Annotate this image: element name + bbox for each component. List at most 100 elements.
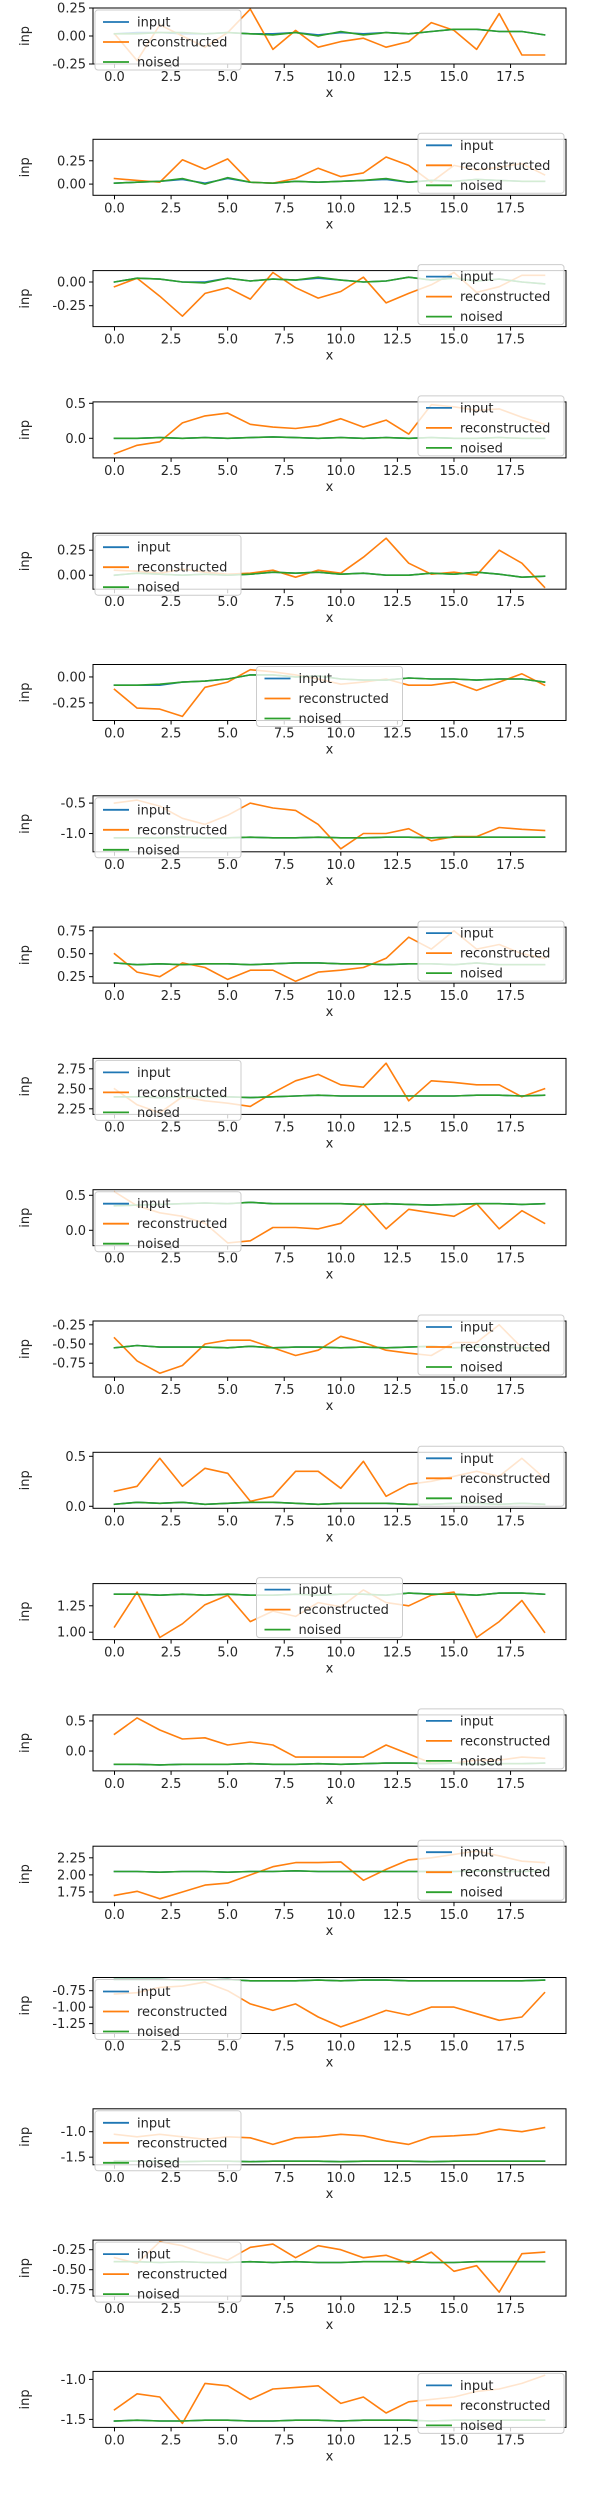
x-tick-label: 5.0 [217, 2302, 238, 2317]
subplot-8: 0.0 2.5 5.0 7.5 10.0 12.5 15.0 17.5 0.25 0.50 0.75… [18, 920, 567, 1020]
x-axis-label: x [326, 217, 334, 232]
x-axis-label: x [326, 1136, 334, 1151]
x-tick-label: 10.0 [326, 2302, 355, 2317]
x-tick-label: 2.5 [161, 1777, 182, 1792]
subplot-16: 0.0 2.5 5.0 7.5 10.0 12.5 15.0 17.5 -1.25-1.00 -0… [18, 1977, 567, 2071]
x-tick-label: 7.5 [274, 1646, 295, 1661]
x-tick-label: 5.0 [217, 1777, 238, 1792]
legend-label-input: input [460, 2379, 493, 2394]
x-tick-label: 0.0 [104, 1120, 125, 1135]
legend: input reconstructed noised [417, 1839, 565, 1901]
x-tick-label: 17.5 [496, 858, 525, 873]
x-tick-label: 10.0 [326, 1777, 355, 1792]
x-axis-label: x [326, 86, 334, 101]
x-tick-label: 10.0 [326, 201, 355, 216]
x-tick-label: 7.5 [274, 2171, 295, 2186]
axes-frame [92, 1714, 567, 1772]
x-tick-label: 2.5 [161, 2171, 182, 2186]
x-tick-label: 5.0 [217, 201, 238, 216]
y-tick-label: 0.25 [57, 154, 86, 169]
subplot-11: 0.0 2.5 5.0 7.5 10.0 12.5 15.0 17.5 -0.75 -0.50 -0… [18, 1314, 567, 1414]
legend-box [256, 666, 403, 727]
y-tick-label: -1.0 [61, 2373, 86, 2388]
x-tick-label: 2.5 [161, 333, 182, 348]
subplot-15: 0.0 2.5 5.0 7.5 10.0 12.5 15.0 17.5 1.75 2.00 2.25… [18, 1839, 567, 1939]
legend-label-input: input [299, 672, 332, 687]
y-tick-label: -0.25 [52, 2243, 86, 2258]
x-tick-label: 5.0 [217, 70, 238, 85]
x-tick-label: 15.0 [439, 1908, 468, 1923]
x-tick-label: 10.0 [326, 1646, 355, 1661]
x-tick-label: 12.5 [383, 2171, 412, 2186]
x-tick-label: 12.5 [383, 1908, 412, 1923]
x-tick-label: 15.0 [439, 2302, 468, 2317]
y-tick-label: 0.00 [57, 569, 86, 584]
x-tick-label: 17.5 [496, 2171, 525, 2186]
y-tick-label: 0.5 [65, 1189, 86, 1204]
axes-frame [92, 532, 567, 590]
x-tick-label: 17.5 [496, 1120, 525, 1135]
x-tick-label: 15.0 [439, 1252, 468, 1267]
x-tick-label: 0.0 [104, 2433, 125, 2448]
y-tick-label: 0.00 [57, 30, 86, 45]
x-tick-label: 12.5 [383, 1514, 412, 1529]
legend-label-noised: noised [299, 712, 342, 727]
legend: input reconstructed noised [94, 2241, 242, 2303]
x-tick-label: 5.0 [217, 2171, 238, 2186]
legend-label-reconstructed: reconstructed [137, 561, 227, 576]
subplot-5: 0.0 2.5 5.0 7.5 10.0 12.5 15.0 17.5 0.00 0.25 x inp… [18, 532, 567, 626]
y-tick-label: 2.25 [57, 1851, 86, 1866]
x-tick-label: 7.5 [274, 1383, 295, 1398]
legend-label-reconstructed: reconstructed [460, 1866, 550, 1881]
legend: input reconstructed noised [94, 1979, 242, 2040]
y-axis-label: inp [18, 2389, 33, 2409]
x-tick-label: 2.5 [161, 595, 182, 610]
x-tick-label: 15.0 [439, 2433, 468, 2448]
y-tick-label: 0.5 [65, 1450, 86, 1465]
legend: input reconstructed noised [417, 2372, 565, 2434]
legend-box [94, 797, 242, 859]
y-axis-label: inp [18, 26, 33, 46]
x-tick-label: 10.0 [326, 1383, 355, 1398]
x-tick-label: 17.5 [496, 727, 525, 742]
y-tick-label: 0.5 [65, 1714, 86, 1729]
legend-label-input: input [137, 1066, 170, 1081]
legend-label-input: input [137, 1197, 170, 1212]
y-tick-label: 0.0 [65, 432, 86, 447]
x-tick-label: 12.5 [383, 464, 412, 479]
legend-label-reconstructed: reconstructed [460, 159, 550, 174]
axes-frame [92, 138, 567, 196]
legend-label-input: input [460, 1846, 493, 1861]
legend-label-noised: noised [460, 967, 503, 982]
x-tick-label: 10.0 [326, 1120, 355, 1135]
x-tick-label: 12.5 [383, 1777, 412, 1792]
legend-label-noised: noised [460, 310, 503, 325]
legend-box [417, 1445, 565, 1507]
y-axis-label: inp [18, 420, 33, 440]
legend: input reconstructed noised [94, 1059, 242, 1121]
x-tick-label: 17.5 [496, 201, 525, 216]
x-tick-label: 5.0 [217, 333, 238, 348]
x-tick-label: 2.5 [161, 2433, 182, 2448]
x-tick-label: 2.5 [161, 1514, 182, 1529]
x-tick-label: 0.0 [104, 201, 125, 216]
x-tick-label: 2.5 [161, 1383, 182, 1398]
x-axis-label: x [326, 743, 334, 758]
legend-label-noised: noised [460, 1886, 503, 1901]
x-axis-label: x [326, 874, 334, 889]
x-tick-label: 7.5 [274, 858, 295, 873]
legend-label-noised: noised [137, 581, 180, 596]
x-axis-label: x [326, 1924, 334, 1939]
x-tick-label: 7.5 [274, 1252, 295, 1267]
x-tick-label: 0.0 [104, 2040, 125, 2055]
x-tick-label: 15.0 [439, 1383, 468, 1398]
x-tick-label: 2.5 [161, 2040, 182, 2055]
legend-label-reconstructed: reconstructed [137, 823, 227, 838]
x-tick-label: 7.5 [274, 70, 295, 85]
x-tick-label: 5.0 [217, 2433, 238, 2448]
axes-frame [92, 401, 567, 459]
y-tick-label: 0.25 [57, 970, 86, 985]
x-tick-label: 15.0 [439, 2171, 468, 2186]
subplot-19: 0.0 2.5 5.0 7.5 10.0 12.5 15.0 17.5 -1.5 -1.0 x inp… [18, 2370, 567, 2464]
